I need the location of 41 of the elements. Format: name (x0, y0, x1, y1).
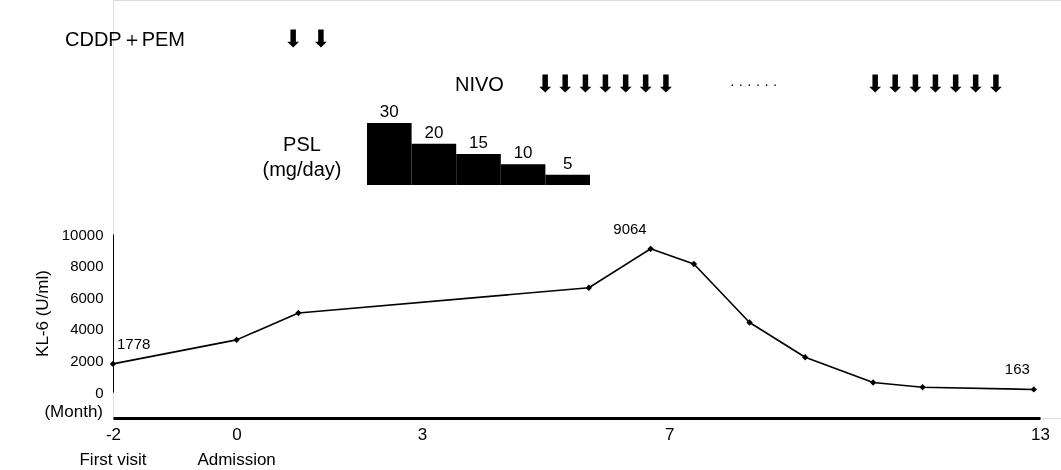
text: ⬇⬇⬇⬇⬇⬇⬇ (535, 70, 676, 98)
point (647, 245, 654, 252)
x-tick-label: -2 (105, 424, 122, 444)
y-tick-label: 2000 (70, 351, 104, 369)
y-tick-label: 0 (95, 383, 104, 401)
y-tick-label: 10000 (61, 225, 104, 243)
text: Admission (197, 450, 276, 469)
text: NIVO (455, 73, 504, 95)
point (802, 354, 809, 361)
text: CDDP＋PEM (65, 28, 186, 50)
data-label: 15 (469, 133, 488, 152)
text: ⬇⬇⬇⬇⬇⬇⬇ (865, 70, 1006, 98)
text: · · · · · · (730, 76, 778, 92)
data-label: 30 (379, 102, 399, 121)
point (295, 309, 302, 317)
x-tick-label: 7 (664, 424, 675, 444)
point (919, 384, 926, 391)
data-label: 1778 (117, 334, 151, 352)
text: ⬇ ⬇ (283, 25, 331, 53)
data-label: 5 (562, 153, 573, 173)
text: First visit (79, 450, 147, 469)
point (233, 336, 240, 344)
data-label: 163 (1004, 360, 1030, 378)
point (109, 360, 117, 368)
point (585, 284, 593, 291)
y-tick-label: 4000 (70, 320, 104, 338)
y-tick-label: 8000 (70, 257, 104, 275)
data-label: 20 (424, 122, 444, 142)
y-axis-title: PSL (mg/day) (262, 133, 342, 180)
x-tick-label: 13 (1031, 424, 1050, 444)
data-label: 9064 (613, 219, 647, 237)
point (690, 260, 698, 268)
y-axis-title: KL-6 (U/ml) (32, 270, 52, 357)
y-tick-label: 6000 (70, 288, 104, 306)
point (1030, 386, 1037, 393)
data-label: 10 (513, 143, 533, 163)
x-tick-label: 3 (417, 424, 428, 444)
point (869, 379, 877, 386)
x-tick-label: 0 (232, 424, 242, 444)
x-axis-title: (Month) (44, 402, 103, 421)
point (746, 319, 753, 326)
